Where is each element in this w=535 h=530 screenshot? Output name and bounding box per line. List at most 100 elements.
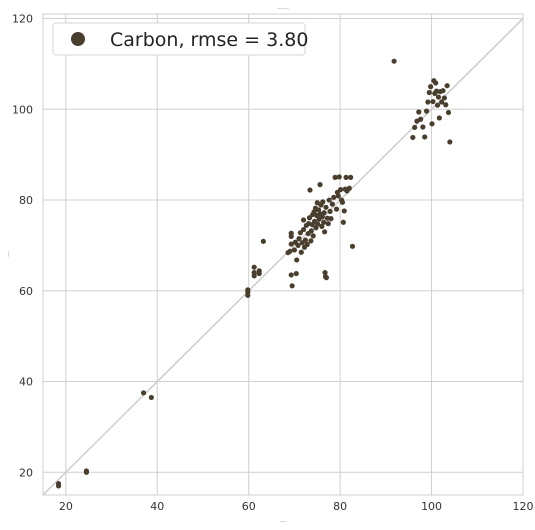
plot-frame — [42, 13, 524, 496]
data-point — [348, 174, 354, 180]
data-point — [300, 217, 307, 223]
x-tick-label: 20 — [59, 500, 73, 513]
data-point — [328, 216, 334, 222]
data-point — [307, 187, 313, 193]
data-point — [416, 109, 422, 115]
legend: Carbon, rmse = 3.80 — [52, 22, 308, 56]
data-point — [340, 219, 346, 225]
data-point — [295, 242, 301, 249]
data-point — [422, 134, 428, 140]
data-point — [140, 390, 147, 396]
data-point — [341, 208, 347, 214]
data-point — [260, 238, 266, 244]
data-point — [447, 139, 453, 145]
data-point — [333, 206, 340, 212]
data-point — [296, 236, 302, 242]
data-point — [294, 257, 300, 263]
data-point — [336, 174, 342, 180]
data-point — [391, 58, 397, 64]
data-point — [435, 94, 442, 100]
data-point — [412, 124, 418, 131]
data-point — [315, 221, 321, 227]
data-point — [346, 185, 352, 191]
legend-box — [52, 22, 306, 56]
data-point — [319, 223, 325, 229]
data-point — [297, 230, 303, 236]
legend-label: Carbon, rmse = 3.80 — [110, 29, 308, 51]
y-tick-label: 100 — [12, 103, 33, 116]
x-tick-label: 60 — [242, 500, 256, 513]
data-point — [444, 83, 450, 89]
data-point — [322, 229, 328, 235]
data-point — [327, 208, 333, 214]
data-point — [338, 187, 344, 193]
x-tick-label: 80 — [333, 500, 347, 513]
data-point — [55, 481, 62, 487]
data-point — [331, 194, 337, 200]
data-point — [289, 283, 295, 289]
data-point — [434, 102, 441, 108]
data-point — [148, 394, 154, 401]
data-point — [308, 238, 314, 244]
data-point — [256, 268, 262, 274]
data-point — [332, 174, 338, 180]
data-point — [288, 272, 294, 278]
data-point — [420, 124, 426, 130]
data-point — [325, 221, 331, 227]
data-point — [349, 243, 356, 249]
data-point — [428, 84, 434, 90]
chart-title: ________ — [276, 5, 290, 9]
x-tick-label: 100 — [421, 500, 442, 513]
y-tick-label: 60 — [19, 285, 33, 298]
data-point — [443, 102, 449, 108]
data-point — [445, 109, 452, 116]
data-point — [251, 264, 257, 270]
y-tick-label: 20 — [19, 466, 33, 479]
data-point — [323, 204, 329, 210]
y-axis-label: ____ — [5, 251, 9, 259]
data-point — [317, 182, 323, 188]
data-point — [321, 210, 327, 216]
x-tick-label: 120 — [513, 500, 534, 513]
data-point — [298, 249, 304, 255]
x-tick-label: 40 — [150, 500, 164, 513]
data-point — [306, 215, 313, 221]
data-point — [323, 275, 330, 281]
data-point — [335, 193, 341, 199]
data-point — [291, 247, 298, 253]
legend-marker — [71, 32, 85, 46]
data-point — [251, 270, 257, 276]
y-tick-label: 40 — [19, 376, 33, 389]
y-tick-label: 120 — [12, 13, 33, 26]
data-point — [310, 233, 316, 239]
data-point — [339, 199, 346, 205]
data-point — [287, 248, 293, 254]
data-point — [300, 226, 307, 233]
data-point — [418, 116, 424, 122]
reference-line — [42, 18, 524, 496]
data-point — [436, 115, 442, 121]
data-points — [55, 58, 453, 489]
tick-labels: 20 40 60 80 100 120 20 40 60 80 100 120 — [12, 13, 534, 513]
data-point — [439, 99, 445, 105]
data-point — [440, 88, 446, 94]
data-point — [288, 230, 294, 236]
data-point — [343, 174, 349, 180]
data-point — [316, 207, 322, 213]
x-axis-label: ____ — [279, 518, 287, 522]
data-point — [329, 201, 335, 207]
data-point — [433, 80, 439, 86]
data-point — [245, 287, 251, 293]
data-point — [425, 99, 431, 105]
y-tick-label: 80 — [19, 194, 33, 207]
data-point — [320, 199, 326, 205]
data-point — [322, 270, 328, 276]
data-point — [304, 241, 310, 248]
data-point — [326, 197, 332, 203]
data-point — [429, 121, 435, 127]
data-point — [293, 270, 299, 277]
data-point — [288, 241, 294, 247]
grid-lines — [43, 14, 523, 495]
